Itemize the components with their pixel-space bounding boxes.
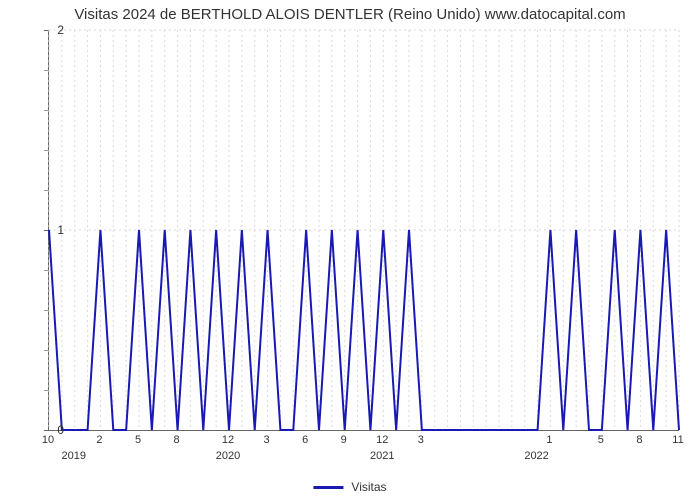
x-tick-label: 5	[598, 434, 604, 446]
x-year-label: 2022	[524, 450, 548, 462]
x-tick-label: 8	[174, 434, 180, 446]
legend: Visitas	[313, 480, 386, 494]
x-tick-label: 8	[636, 434, 642, 446]
x-tick-label: 12	[376, 434, 388, 446]
legend-swatch	[313, 486, 343, 489]
y-tick-label: 0	[57, 423, 64, 437]
legend-label: Visitas	[351, 480, 386, 494]
x-year-label: 2019	[61, 450, 85, 462]
x-tick-label: 11	[672, 434, 683, 446]
plot-area	[48, 30, 679, 431]
y-tick-label: 1	[57, 223, 64, 237]
x-tick-label: 2	[96, 434, 102, 446]
x-tick-label: 9	[341, 434, 347, 446]
x-tick-label: 12	[222, 434, 234, 446]
x-tick-label: 1	[546, 434, 552, 446]
chart-title: Visitas 2024 de BERTHOLD ALOIS DENTLER (…	[0, 0, 700, 23]
x-year-label: 2020	[216, 450, 240, 462]
y-tick-label: 2	[57, 23, 64, 37]
chart-svg	[49, 30, 679, 430]
x-tick-label: 6	[302, 434, 308, 446]
x-tick-label: 3	[264, 434, 270, 446]
x-tick-label: 3	[418, 434, 424, 446]
chart-container: Visitas 2024 de BERTHOLD ALOIS DENTLER (…	[0, 0, 700, 500]
x-year-label: 2021	[370, 450, 394, 462]
x-tick-label: 10	[42, 434, 54, 446]
x-tick-label: 5	[135, 434, 141, 446]
